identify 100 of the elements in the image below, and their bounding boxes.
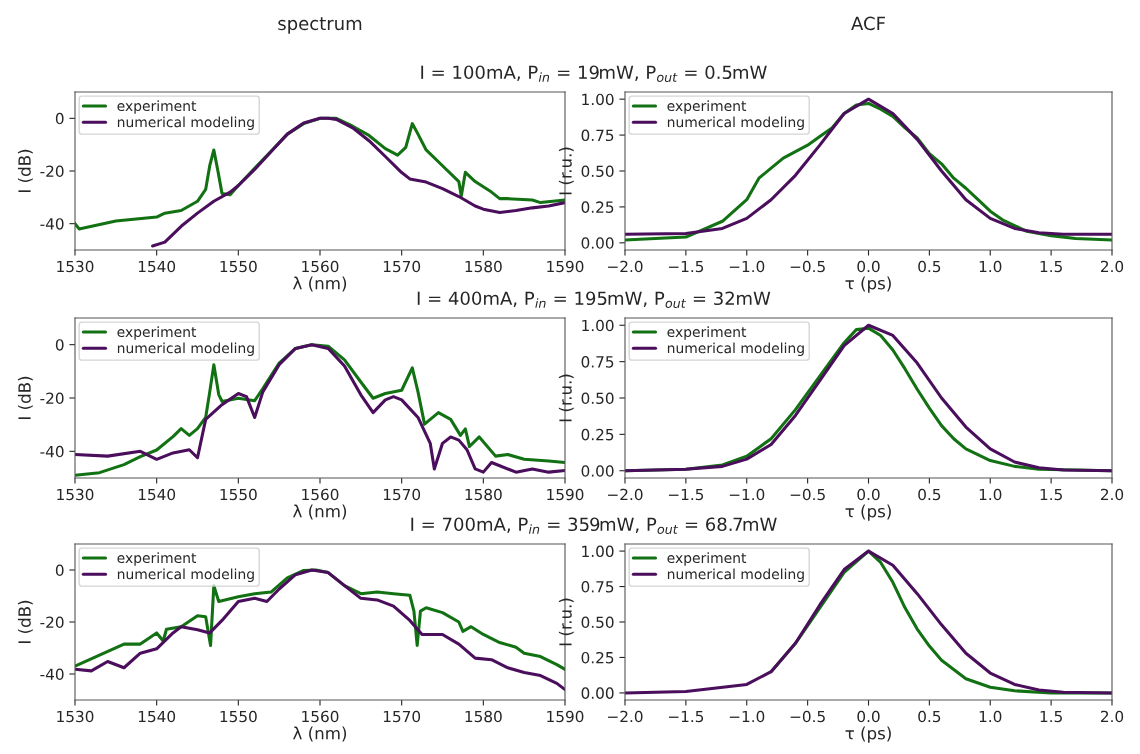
x-tick-label: 1.0	[979, 710, 1002, 723]
x-tick-label: 1590	[547, 488, 584, 501]
x-tick-label: 1590	[547, 260, 584, 273]
chart-subtitle: I = 100mA, P$_{in}$ = 19mW, P$_{out}$ = 0.5mW	[421, 65, 767, 82]
x-tick-label: 1.0	[979, 488, 1002, 501]
x-axis-title: τ (ps)	[845, 726, 891, 743]
x-tick-label: 1530	[57, 710, 94, 723]
x-tick-label: 1590	[547, 710, 584, 723]
y-tick-label: 0.00	[581, 465, 614, 477]
chart-subtitle: I = 700mA, P$_{in}$ = 359mW, P$_{out}$ = 68.7mW	[411, 517, 777, 534]
x-tick-label: 1550	[220, 260, 257, 273]
x-tick-label: −1.0	[729, 260, 765, 273]
y-tick-label: 0.25	[581, 201, 614, 213]
x-tick-label: 2.0	[1100, 488, 1124, 501]
x-tick-label: 0.0	[857, 488, 880, 501]
x-axis-title: λ (nm)	[293, 276, 347, 292]
legend-label: experiment	[667, 326, 747, 340]
x-tick-label: 1570	[383, 710, 421, 723]
y-tick-label: 0.75	[581, 581, 614, 593]
x-axis-title: λ (nm)	[293, 504, 347, 520]
x-tick-label: 0.5	[918, 260, 941, 273]
x-tick-label: −0.5	[790, 260, 825, 273]
x-tick-label: 1530	[57, 488, 94, 501]
x-axis-title: λ (nm)	[293, 726, 347, 742]
x-tick-label: −2.0	[608, 260, 643, 273]
chart-title: spectrum	[278, 17, 362, 34]
legend-label: numerical modeling	[667, 342, 804, 356]
x-tick-label: −1.5	[668, 488, 704, 501]
x-tick-label: 0.0	[857, 260, 880, 273]
y-axis-title: I (dB)	[17, 376, 33, 419]
y-tick-label: 1.00	[582, 319, 614, 332]
y-tick-label: -20	[40, 392, 64, 405]
line-series	[625, 549, 1112, 695]
x-tick-label: −1.0	[729, 710, 765, 723]
y-tick-label: 0.75	[581, 129, 614, 142]
x-axis-title: τ (ps)	[845, 504, 891, 521]
legend-label: experiment	[117, 100, 197, 114]
x-tick-label: 2.0	[1100, 710, 1124, 723]
y-tick-label: -20	[40, 165, 64, 178]
x-tick-label: 1.5	[1040, 710, 1062, 723]
x-tick-label: 1540	[138, 260, 176, 273]
x-tick-label: 1560	[302, 260, 339, 273]
y-tick-label: -40	[40, 218, 64, 230]
chart-title: ACF	[851, 16, 885, 31]
legend-label: experiment	[667, 552, 747, 566]
y-axis-title: I (r.u.)	[558, 598, 574, 646]
x-tick-label: 1530	[57, 260, 94, 273]
y-tick-label: 0	[55, 112, 64, 125]
legend-label: numerical modeling	[117, 342, 254, 356]
y-tick-label: 1.00	[582, 545, 614, 558]
y-tick-label: 0.50	[581, 165, 614, 178]
y-axis-title: I (r.u.)	[558, 147, 574, 195]
x-tick-label: 1.0	[979, 260, 1002, 273]
y-tick-label: 1.00	[582, 93, 614, 106]
y-tick-label: 0	[55, 564, 64, 577]
y-tick-label: -40	[40, 445, 64, 458]
x-tick-label: 1570	[383, 260, 421, 273]
legend-label: numerical modeling	[667, 116, 804, 130]
legend-label: experiment	[667, 100, 747, 114]
x-tick-label: 0.5	[918, 710, 941, 723]
x-tick-label: 0.5	[918, 488, 941, 501]
y-axis-title: I (r.u.)	[558, 374, 574, 422]
x-axis-title: τ (ps)	[845, 276, 891, 293]
x-tick-label: −2.0	[608, 488, 643, 501]
legend-label: experiment	[117, 552, 197, 566]
x-tick-label: 1560	[302, 488, 339, 501]
x-tick-label: −2.0	[608, 710, 643, 723]
x-tick-label: 1580	[465, 260, 502, 273]
chart-subtitle: I = 400mA, P$_{in}$ = 195mW, P$_{out}$ = 32mW	[417, 291, 771, 308]
y-tick-label: -40	[40, 668, 64, 681]
x-tick-label: −1.0	[729, 488, 765, 501]
y-axis-title: I (dB)	[17, 149, 33, 192]
y-tick-label: 0	[55, 339, 64, 351]
x-tick-label: 2.0	[1100, 260, 1124, 273]
x-tick-label: −1.5	[668, 710, 704, 723]
y-tick-label: 0.25	[581, 428, 614, 441]
y-tick-label: 0.50	[581, 392, 614, 405]
y-axis-title: I (dB)	[17, 600, 33, 643]
x-tick-label: −0.5	[790, 710, 825, 723]
legend-label: experiment	[117, 326, 197, 340]
legend-label: numerical modeling	[117, 116, 254, 130]
x-tick-label: 1560	[302, 710, 339, 723]
legend-label: numerical modeling	[667, 568, 804, 582]
x-tick-label: −1.5	[668, 260, 704, 273]
x-tick-label: 1570	[383, 488, 421, 501]
x-tick-label: 1550	[220, 710, 257, 723]
x-tick-label: 1580	[465, 710, 502, 723]
y-tick-label: 0.25	[581, 651, 614, 664]
x-tick-label: 0.0	[857, 710, 880, 723]
x-tick-label: 1550	[220, 488, 257, 501]
y-tick-label: 0.00	[581, 687, 614, 699]
y-tick-label: 0.75	[581, 356, 614, 368]
y-tick-label: 0.50	[581, 616, 614, 629]
x-tick-label: 1.5	[1040, 488, 1062, 501]
legend-label: numerical modeling	[117, 568, 254, 582]
x-tick-label: 1580	[465, 488, 502, 501]
x-tick-label: 1540	[138, 710, 176, 723]
x-tick-label: 1.5	[1040, 260, 1062, 273]
y-tick-label: -20	[40, 616, 64, 629]
x-tick-label: 1540	[138, 488, 176, 501]
